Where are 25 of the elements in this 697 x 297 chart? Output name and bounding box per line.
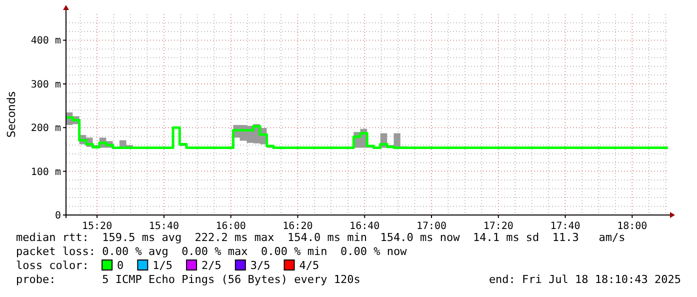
x-tick-label: 17:20 <box>483 221 514 232</box>
y-axis-title: Seconds <box>5 91 18 138</box>
x-tick-label: 17:00 <box>416 221 447 232</box>
legend-label: 1/5 <box>152 259 173 272</box>
y-tick-label: 300 m <box>30 79 61 90</box>
legend-label: 3/5 <box>250 259 270 272</box>
y-tick-label: 200 m <box>30 123 61 134</box>
y-tick-label: 100 m <box>30 166 61 178</box>
x-tick-label: 16:00 <box>216 221 246 232</box>
legend-title: loss color: <box>16 259 89 272</box>
y-tick-label: 0 <box>54 210 61 222</box>
x-tick-label: 18:00 <box>617 221 648 232</box>
x-tick-label: 15:20 <box>82 221 112 232</box>
text: end: Fri Jul 18 18:10:43 2025 <box>488 273 681 286</box>
text: packet loss: 0.00 % avg 0.00 % max 0.00 % min 0.00 % now <box>16 245 408 258</box>
y-tick-label: 400 m <box>30 36 61 47</box>
x-tick-label: 15:40 <box>148 221 179 232</box>
legend-label: 4/5 <box>299 259 320 272</box>
text: median rtt: 159.5 ms avg 222.2 ms max 154.0 ms min 154.0 ms now 14.1 ms sd 11.3 am/s <box>16 231 626 244</box>
text: probe: 5 ICMP Echo Pings (56 Bytes) every 120s <box>16 273 360 286</box>
x-tick-label: 17:40 <box>550 221 580 232</box>
x-tick-label: 16:20 <box>282 221 313 232</box>
legend-label: 2/5 <box>202 259 222 272</box>
x-tick-label: 16:40 <box>350 221 380 232</box>
legend-label: 0 <box>117 259 124 272</box>
